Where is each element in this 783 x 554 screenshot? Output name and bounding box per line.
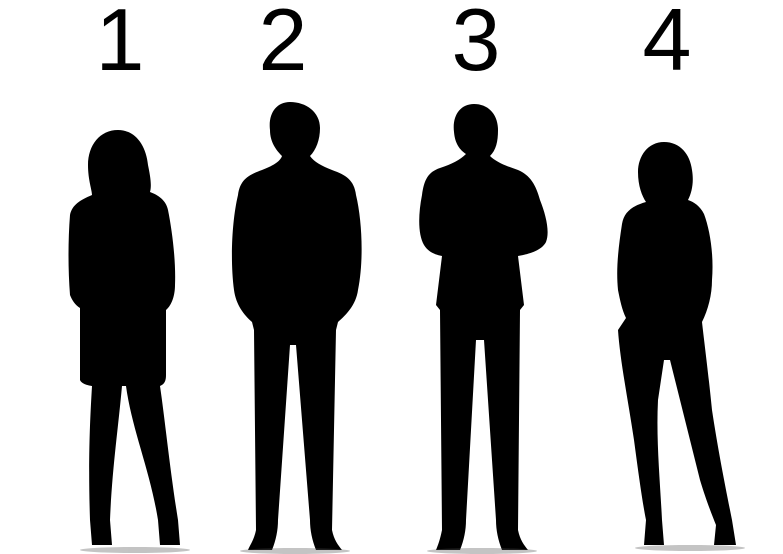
figure-1-woman-silhouette-icon [69,130,181,545]
figure-3-man-silhouette-icon [419,104,547,550]
figure-4-woman-silhouette-icon [617,142,736,545]
figure-2-man-silhouette-icon [232,102,362,550]
ground-shadows [80,545,745,554]
